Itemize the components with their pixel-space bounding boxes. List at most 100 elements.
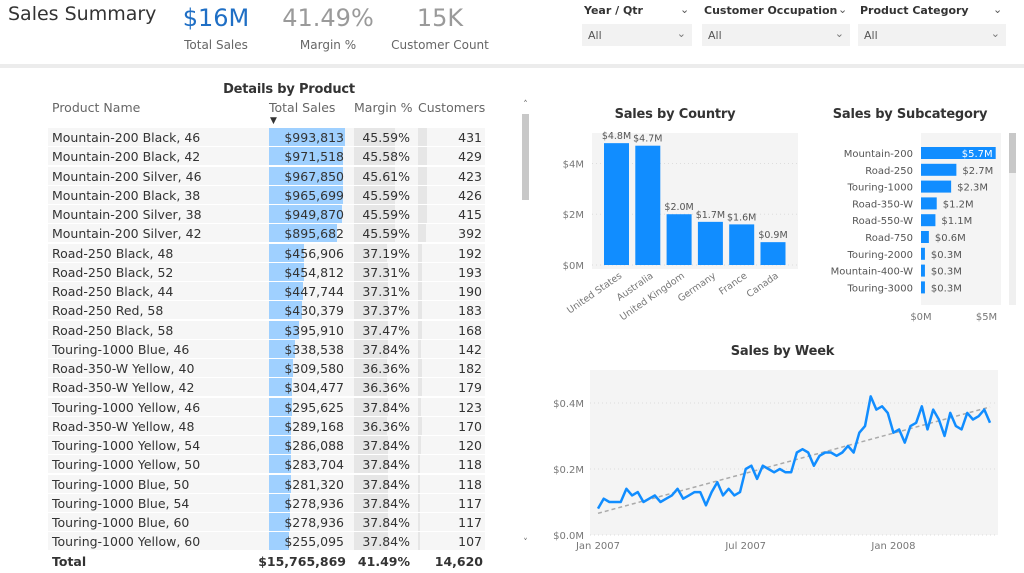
margin-data-bar: [354, 320, 388, 339]
margin-data-bar: [354, 205, 395, 223]
table-row[interactable]: Touring-1000 Blue, 54 $278,936 37.84% 11…: [48, 493, 485, 513]
table-row[interactable]: Road-250 Black, 52 $454,812 37.31% 193: [48, 262, 485, 282]
margin-cell: 36.36%: [354, 416, 414, 435]
table-row[interactable]: Mountain-200 Black, 46 $993,813 45.59% 4…: [48, 128, 485, 147]
table-row[interactable]: Mountain-200 Silver, 46 $967,850 45.61% …: [48, 166, 485, 186]
week-chart-title: Sales by Week: [730, 344, 835, 359]
table-row[interactable]: Touring-1000 Blue, 50 $281,320 37.84% 11…: [48, 474, 485, 494]
total-sales-cell: $895,682: [269, 224, 347, 243]
margin-cell: 45.59%: [354, 224, 414, 243]
sort-descending-icon[interactable]: ▼: [270, 116, 277, 126]
bar-united-states: [604, 143, 629, 265]
sales-data-bar: [269, 513, 291, 531]
slicer-value: All: [588, 29, 602, 42]
table-row[interactable]: Touring-1000 Yellow, 46 $295,625 37.84% …: [48, 397, 485, 417]
scrollbar-thumb[interactable]: [1009, 133, 1016, 173]
customers-cell: 429: [418, 147, 485, 166]
sales-data-bar: [269, 243, 304, 262]
product-name: Road-250 Black, 48: [52, 245, 174, 261]
customers-cell: 179: [418, 378, 485, 397]
slicer-category-dropdown[interactable]: All ⌄: [858, 24, 1006, 46]
table-row[interactable]: Touring-1000 Yellow, 60 $255,095 37.84% …: [48, 532, 485, 552]
margin-data-bar: [354, 185, 395, 204]
total-sales-value: $430,379: [284, 303, 344, 319]
customers-value: 117: [458, 515, 482, 530]
table-row[interactable]: Road-350-W Yellow, 42 $304,477 36.36% 17…: [48, 378, 485, 398]
customers-cell: 107: [418, 532, 485, 551]
scrollbar-thumb[interactable]: [522, 114, 529, 200]
slicer-occupation-dropdown[interactable]: All ⌄: [702, 24, 850, 46]
bar-road-350-w: [921, 197, 937, 210]
margin-cell: 37.31%: [354, 262, 414, 281]
table-row[interactable]: Road-350-W Yellow, 40 $309,580 36.36% 18…: [48, 359, 485, 378]
total-sales-cell: $993,813: [269, 128, 347, 146]
table-row[interactable]: Mountain-200 Black, 38 $965,699 45.59% 4…: [48, 185, 485, 205]
subcategory-scrollbar[interactable]: [1009, 133, 1016, 305]
total-sales-value: $281,320: [284, 476, 344, 492]
sales-by-subcategory-chart: $0M $5M Mountain-200 $5.7M Road-250 $2.7M Tour…: [831, 133, 1001, 323]
margin-cell: 37.84%: [354, 339, 414, 358]
table-row[interactable]: Mountain-200 Silver, 38 $949,870 45.59% …: [48, 205, 485, 224]
sales-data-bar: [269, 320, 300, 339]
sales-data-bar: [269, 474, 291, 493]
table-row[interactable]: Road-250 Black, 48 $456,906 37.19% 192: [48, 243, 485, 263]
margin-value: 37.84%: [362, 534, 410, 550]
table-row[interactable]: Road-350-W Yellow, 48 $289,168 36.36% 17…: [48, 416, 485, 436]
table-title: Details by Product: [223, 82, 355, 97]
chevron-down-icon[interactable]: ⌄: [838, 3, 848, 16]
table-row[interactable]: Road-250 Black, 58 $395,910 37.47% 168: [48, 320, 485, 340]
y-category-label: Touring-1000: [847, 183, 914, 194]
column-header-margin[interactable]: Margin %: [354, 100, 413, 115]
margin-data-bar: [354, 513, 388, 531]
table-row[interactable]: Mountain-200 Silver, 42 $895,682 45.59% …: [48, 224, 485, 244]
slicer-year-qtr-dropdown[interactable]: All ⌄: [582, 24, 692, 46]
customers-cell: 192: [418, 243, 485, 262]
table-row[interactable]: Road-250 Black, 44 $447,744 37.31% 190: [48, 282, 485, 301]
total-sales-value: $255,095: [284, 534, 344, 550]
bar-australia: [635, 145, 661, 265]
table-row[interactable]: Touring-1000 Blue, 46 $338,538 37.84% 14…: [48, 339, 485, 359]
customers-data-bar: [418, 205, 427, 223]
margin-cell: 45.59%: [354, 185, 414, 204]
scroll-down-icon[interactable]: ˅: [523, 538, 528, 548]
margin-data-bar: [354, 474, 388, 493]
y-tick-label: $2M: [563, 210, 584, 221]
column-header-total-sales[interactable]: Total Sales: [269, 100, 336, 115]
table-row[interactable]: Touring-1000 Yellow, 54 $286,088 37.84% …: [48, 436, 485, 455]
customers-data-bar: [418, 147, 427, 166]
scroll-up-icon[interactable]: ˄: [523, 100, 528, 110]
margin-value: 37.31%: [362, 284, 410, 299]
total-sales-value: $295,625: [284, 399, 344, 415]
total-sales-cell: $971,518: [269, 147, 347, 166]
sales-data-bar: [269, 282, 304, 300]
total-sales-value: $447,744: [284, 284, 344, 299]
slicer-category-label: Product Category: [860, 4, 969, 17]
product-name: Touring-1000 Yellow, 60: [52, 534, 201, 550]
table-row[interactable]: Road-250 Red, 58 $430,379 37.37% 183: [48, 301, 485, 321]
margin-cell: 45.59%: [354, 128, 414, 146]
x-tick-label: Canada: [745, 270, 781, 300]
total-sales-cell: $456,906: [269, 243, 347, 262]
customers-value: 182: [458, 361, 482, 376]
margin-value: 37.84%: [362, 457, 410, 473]
column-header-product-name[interactable]: Product Name: [52, 100, 141, 115]
column-header-customers[interactable]: Customers: [418, 100, 486, 115]
chevron-down-icon[interactable]: ⌄: [993, 3, 1003, 16]
sales-data-bar: [269, 166, 343, 185]
table-row[interactable]: Touring-1000 Blue, 60 $278,936 37.84% 11…: [48, 513, 485, 532]
customers-value: 431: [458, 130, 482, 145]
customers-cell: 392: [418, 224, 485, 243]
chevron-down-icon[interactable]: ⌄: [680, 3, 690, 16]
sales-data-bar: [269, 301, 302, 320]
table-row[interactable]: Touring-1000 Yellow, 50 $283,704 37.84% …: [48, 455, 485, 475]
margin-data-bar: [354, 128, 395, 146]
table-row[interactable]: Mountain-200 Black, 42 $971,518 45.58% 4…: [48, 147, 485, 167]
product-name: Touring-1000 Blue, 46: [52, 341, 190, 357]
sales-data-bar: [269, 205, 342, 223]
total-sales-value: $278,936: [284, 515, 344, 530]
table-scrollbar[interactable]: ˄ ˅: [521, 100, 530, 552]
customers-cell: 120: [418, 436, 485, 454]
customers-data-bar: [418, 455, 421, 474]
sales-line: [596, 395, 992, 510]
margin-cell: 37.19%: [354, 243, 414, 262]
